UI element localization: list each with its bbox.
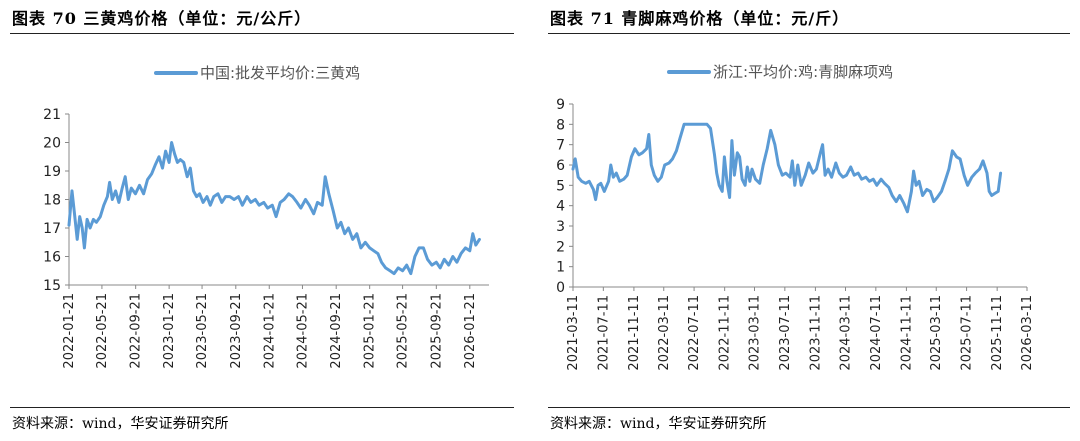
source-rule bbox=[548, 407, 1070, 408]
x-tick-label: 2022-03-11 bbox=[657, 295, 672, 371]
source-rule bbox=[10, 407, 514, 408]
x-tick-label: 2024-03-11 bbox=[838, 295, 853, 371]
x-tick-label: 2023-09-21 bbox=[229, 293, 244, 369]
x-tick-label: 2022-07-11 bbox=[687, 295, 702, 371]
x-tick-label: 2023-11-11 bbox=[808, 295, 823, 371]
y-tick-label: 7 bbox=[556, 138, 565, 154]
x-tick-label: 2024-01-21 bbox=[262, 293, 277, 369]
x-tick-label: 2025-01-21 bbox=[363, 293, 378, 369]
panel-qingjiao-chicken: 图表 71 青脚麻鸡价格（单位：元/斤） 浙江:平均价:鸡:青脚麻项鸡 0 1 2 3 4… bbox=[538, 0, 1080, 441]
panel-sanhuang-chicken: 图表 70 三黄鸡价格（单位：元/公斤） 中国:批发平均价:三黄鸡 15 16 17 1… bbox=[0, 0, 524, 441]
x-tick-label: 2023-01-21 bbox=[162, 293, 177, 369]
x-tick-label: 2023-05-21 bbox=[195, 293, 210, 369]
x-tick-label: 2023-07-11 bbox=[778, 295, 793, 371]
y-tick-label: 4 bbox=[556, 199, 565, 215]
x-tick-label: 2021-07-11 bbox=[596, 295, 611, 371]
y-tick-label: 9 bbox=[556, 97, 565, 113]
x-tick-label: 2021-03-11 bbox=[566, 295, 581, 371]
source-note: 资料来源：wind，华安证券研究所 bbox=[12, 416, 229, 432]
chart-sanhuang-price: 中国:批发平均价:三黄鸡 15 16 17 18 19 20 21 2022-01-21 2022… bbox=[43, 64, 489, 369]
figure-title: 图表 70 三黄鸡价格（单位：元/公斤） bbox=[12, 9, 312, 28]
x-tick-label: 2025-11-11 bbox=[990, 295, 1005, 371]
x-tick-label: 2022-11-11 bbox=[718, 295, 733, 371]
legend-label: 浙江:平均价:鸡:青脚麻项鸡 bbox=[713, 63, 893, 81]
x-tick-label: 2025-03-11 bbox=[929, 295, 944, 371]
y-tick-label: 1 bbox=[556, 260, 565, 276]
y-tick-label: 21 bbox=[43, 107, 61, 123]
y-tick-label: 19 bbox=[43, 164, 61, 180]
title-rule bbox=[548, 33, 1070, 34]
x-tick-label: 2022-01-21 bbox=[62, 293, 77, 369]
y-tick-label: 16 bbox=[43, 250, 61, 266]
x-tick-label: 2026-01-21 bbox=[463, 293, 478, 369]
x-tick-label: 2022-05-21 bbox=[95, 293, 110, 369]
x-tick-label: 2023-03-11 bbox=[748, 295, 763, 371]
x-tick-label: 2024-11-11 bbox=[899, 295, 914, 371]
series-line bbox=[571, 122, 1003, 214]
legend-label: 中国:批发平均价:三黄鸡 bbox=[200, 64, 360, 82]
x-tick-label: 2022-09-21 bbox=[129, 293, 144, 369]
y-tick-label: 15 bbox=[43, 278, 61, 294]
source-note: 资料来源：wind，华安证券研究所 bbox=[550, 416, 767, 432]
x-tick-label: 2025-09-21 bbox=[429, 293, 444, 369]
title-rule bbox=[10, 33, 514, 34]
figure-title: 图表 71 青脚麻鸡价格（单位：元/斤） bbox=[550, 9, 850, 28]
x-tick-label: 2021-11-11 bbox=[627, 295, 642, 371]
y-tick-label: 8 bbox=[556, 117, 565, 133]
x-tick-label: 2025-07-11 bbox=[960, 295, 975, 371]
y-tick-label: 20 bbox=[43, 136, 61, 152]
y-tick-label: 6 bbox=[556, 158, 565, 174]
y-tick-label: 2 bbox=[556, 239, 565, 255]
chart-qingjiao-price: 浙江:平均价:鸡:青脚麻项鸡 0 1 2 3 4 5 6 7 8 9 2021-03-11 2021-0… bbox=[556, 63, 1035, 371]
x-tick-label: 2026-03-11 bbox=[1020, 295, 1035, 371]
y-tick-label: 0 bbox=[556, 280, 565, 296]
y-tick-label: 17 bbox=[43, 221, 61, 237]
y-tick-label: 3 bbox=[556, 219, 565, 235]
x-tick-label: 2025-05-21 bbox=[396, 293, 411, 369]
x-tick-label: 2024-05-21 bbox=[295, 293, 310, 369]
series-line bbox=[67, 141, 481, 276]
x-tick-label: 2024-07-11 bbox=[869, 295, 884, 371]
x-tick-label: 2024-09-21 bbox=[329, 293, 344, 369]
y-tick-label: 5 bbox=[556, 178, 565, 194]
y-tick-label: 18 bbox=[43, 193, 61, 209]
